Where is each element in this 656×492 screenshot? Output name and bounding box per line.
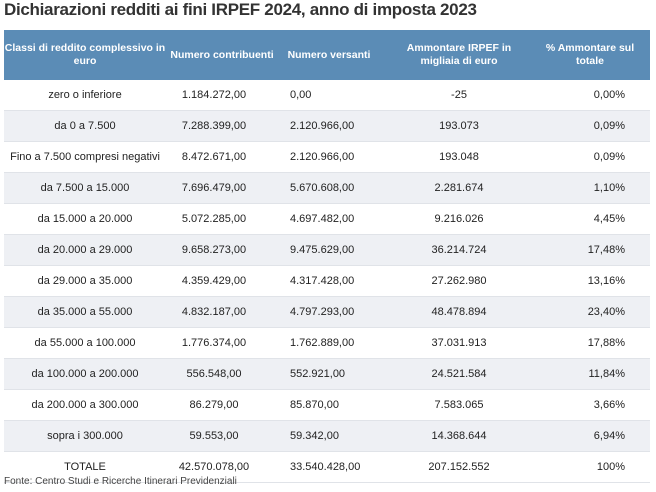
table-cell: 6,94% — [593, 430, 625, 442]
header-row: Classi di reddito complessivo in euro Num… — [4, 30, 650, 80]
table-cell: da 15.000 a 20.000 — [37, 213, 133, 225]
header-cell: Numero versanti — [287, 48, 371, 61]
table-cell: da 7.500 a 15.000 — [40, 182, 130, 194]
table-row: da 29.000 a 35.000 4.359.429,00 4.317.428,… — [4, 266, 650, 297]
table-cell: 193.073 — [439, 120, 479, 132]
table-row: sopra i 300.000 59.553,00 59.342,00 14.368.… — [4, 421, 650, 452]
table-cell: 59.553,00 — [189, 430, 239, 442]
table-cell: 37.031.913 — [431, 337, 487, 349]
table-cell: 4.697.482,00 — [290, 213, 355, 225]
table-cell: 1.762.889,00 — [290, 337, 355, 349]
table-cell: 0,00% — [593, 89, 625, 101]
table-cell: 4,45% — [593, 213, 625, 225]
table-cell: 17,88% — [587, 337, 625, 349]
source: Fonte: Centro Studi e Ricerche Itinerari… — [4, 476, 237, 487]
title: Dichiarazioni redditi ai fini IRPEF 2024… — [4, 0, 477, 19]
table-cell: 33.540.428,00 — [290, 461, 361, 473]
table-cell: zero o inferiore — [48, 89, 122, 101]
table-row: TOTALE 42.570.078,00 33.540.428,00 207.152.… — [4, 452, 650, 483]
table-row: da 55.000 a 100.000 1.776.374,00 1.762.889… — [4, 328, 650, 359]
table-cell: 0,00 — [290, 89, 312, 101]
table-row: da 0 a 7.500 7.288.399,00 2.120.966,00 193.… — [4, 111, 650, 142]
table-cell: da 35.000 a 55.000 — [37, 306, 133, 318]
table-row: da 15.000 a 20.000 5.072.285,00 4.697.482,… — [4, 204, 650, 235]
table-cell: 100% — [596, 461, 625, 473]
table-cell: 48.478.894 — [431, 306, 487, 318]
table-cell: 85.870,00 — [290, 399, 339, 411]
table-cell: da 55.000 a 100.000 — [34, 337, 136, 349]
table-cell: 5.072.285,00 — [181, 213, 247, 225]
header-cell: Numero contribuenti — [170, 48, 274, 61]
table-cell: TOTALE — [64, 461, 106, 473]
table-cell: Fino a 7.500 compresi negativi — [10, 151, 160, 163]
table-cell: 24.521.584 — [431, 368, 487, 380]
table-cell: 42.570.078,00 — [178, 461, 250, 473]
table-row: da 20.000 a 29.000 9.658.273,00 9.475.629,… — [4, 235, 650, 266]
table-row: da 200.000 a 300.000 86.279,00 85.870,00 7.… — [4, 390, 650, 421]
table-cell: 4.832.187,00 — [181, 306, 247, 318]
table-cell: 23,40% — [587, 306, 625, 318]
table-row: da 7.500 a 15.000 7.696.479,00 5.670.608,0… — [4, 173, 650, 204]
table-cell: 5.670.608,00 — [290, 182, 355, 194]
table-cell: sopra i 300.000 — [47, 430, 123, 442]
table-cell: 9.475.629,00 — [290, 244, 355, 256]
table-cell: 207.152.552 — [428, 461, 490, 473]
table-cell: -25 — [451, 89, 467, 101]
table-cell: 13,16% — [587, 275, 625, 287]
table-row: da 35.000 a 55.000 4.832.187,00 4.797.293,… — [4, 297, 650, 328]
table-cell: 1.776.374,00 — [181, 337, 247, 349]
table-cell: 4.797.293,00 — [290, 306, 355, 318]
table-cell: 0,09% — [593, 151, 625, 163]
table-row: da 100.000 a 200.000 556.548,00 552.921,00… — [4, 359, 650, 390]
table-cell: 59.342,00 — [290, 430, 339, 442]
table-cell: 17,48% — [587, 244, 625, 256]
table-row: Fino a 7.500 compresi negativi 8.472.671,… — [4, 142, 650, 173]
table-cell: 3,66% — [593, 399, 625, 411]
table-cell: 1.184.272,00 — [181, 89, 247, 101]
table-cell: 4.317.428,00 — [290, 275, 355, 287]
table-cell: da 20.000 a 29.000 — [37, 244, 133, 256]
table-cell: 86.279,00 — [189, 399, 239, 411]
table-cell: 11,84% — [588, 368, 626, 380]
table-cell: 9.658.273,00 — [181, 244, 247, 256]
table-cell: 2.281.674 — [434, 182, 484, 194]
table-cell: 0,09% — [593, 120, 625, 132]
table-cell: 2.120.966,00 — [290, 120, 355, 132]
table-cell: 4.359.429,00 — [181, 275, 247, 287]
table-cell: 2.120.966,00 — [290, 151, 355, 163]
table-cell: da 0 a 7.500 — [54, 120, 116, 132]
table-cell: da 100.000 a 200.000 — [31, 368, 139, 380]
table-cell: 7.288.399,00 — [181, 120, 247, 132]
table-cell: 36.214.724 — [431, 244, 487, 256]
table-cell: 1,10% — [593, 182, 625, 194]
table-cell: 14.368.644 — [431, 430, 487, 442]
header-cell: % Ammontare sul totale — [545, 42, 635, 67]
table-cell: 556.548,00 — [186, 368, 242, 380]
table-cell: da 200.000 a 300.000 — [31, 399, 139, 411]
table-cell: da 29.000 a 35.000 — [37, 275, 133, 287]
table-cell: 7.696.479,00 — [181, 182, 247, 194]
table-row: zero o inferiore 1.184.272,00 0,00 -25 0,00% — [4, 80, 650, 111]
table-cell: 27.262.980 — [431, 275, 487, 287]
header-cell: Classi di reddito complessivo in euro — [4, 42, 166, 67]
table-cell: 7.583.065 — [434, 399, 484, 411]
table-cell: 552.921,00 — [290, 368, 346, 380]
table-cell: 9.216.026 — [434, 213, 484, 225]
table-cell: 8.472.671,00 — [181, 151, 247, 163]
table-cell: 193.048 — [439, 151, 479, 163]
header-cell: Ammontare IRPEF in migliaia di euro — [406, 42, 512, 67]
